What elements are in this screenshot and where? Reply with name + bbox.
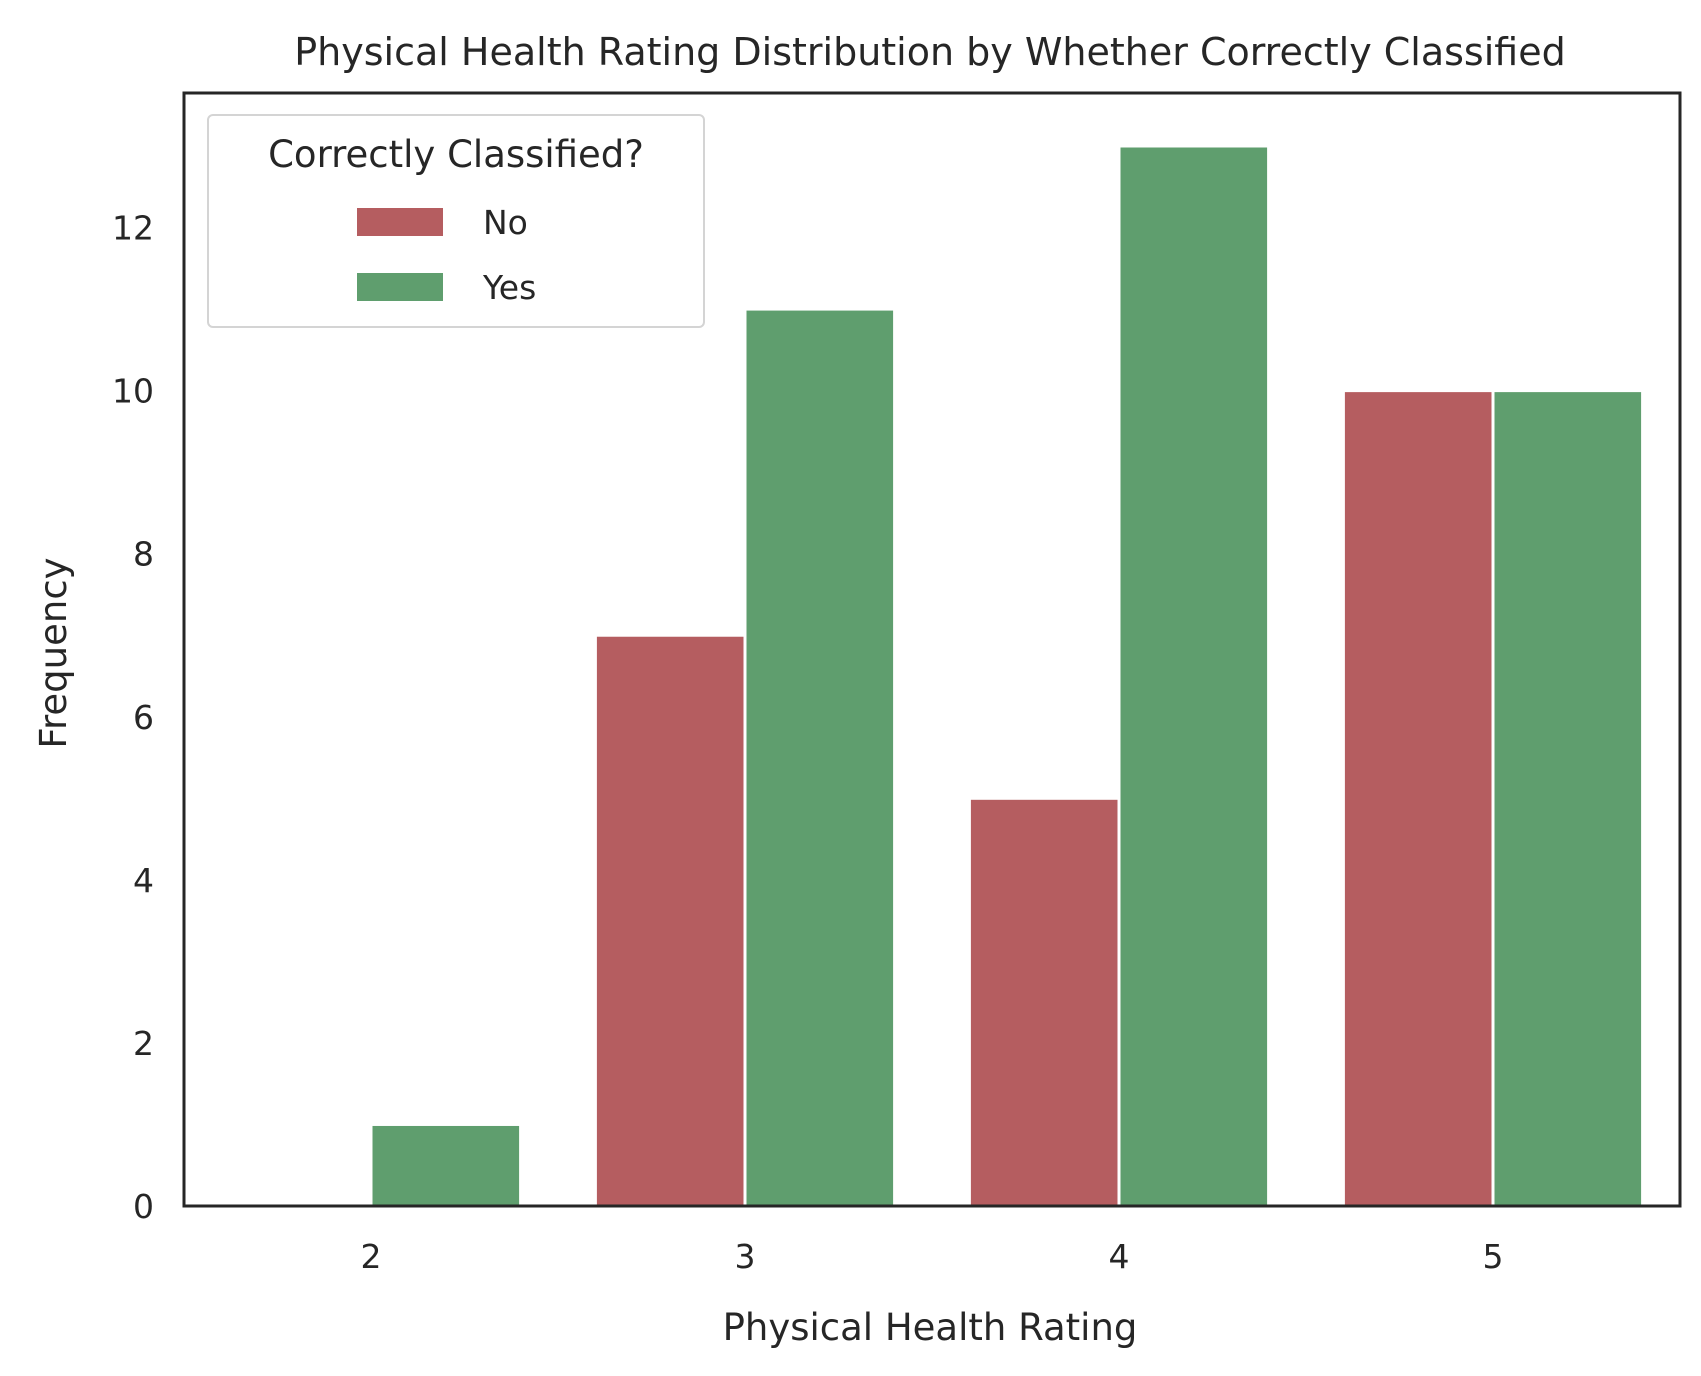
legend-label-no: No (483, 203, 528, 242)
bar-yes-3 (743, 307, 897, 1208)
legend-title: Correctly Classified? (268, 133, 644, 176)
x-tick-label: 2 (361, 1237, 382, 1276)
legend: Correctly Classified? No Yes (207, 114, 705, 328)
bar-no-4 (967, 796, 1121, 1208)
y-tick-label: 4 (133, 861, 154, 900)
bar-yes-4 (1117, 144, 1271, 1208)
y-tick-label: 10 (112, 372, 154, 411)
y-tick-label: 0 (133, 1187, 154, 1226)
bar-yes-2 (369, 1122, 523, 1208)
y-tick-label: 12 (112, 209, 154, 248)
y-tick-label: 6 (133, 698, 154, 737)
x-tick-label: 5 (1483, 1237, 1504, 1276)
chart-title: Physical Health Rating Distribution by W… (294, 30, 1565, 74)
x-axis-label: Physical Health Rating (723, 1306, 1138, 1349)
bar-yes-5 (1491, 389, 1645, 1208)
y-tick-label: 8 (133, 535, 154, 574)
y-axis-label: Frequency (32, 557, 75, 748)
bar-no-5 (1341, 389, 1495, 1208)
plot-frame-top (182, 91, 1682, 1208)
legend-swatch-no (357, 208, 443, 236)
x-axis-ticks: 2 3 4 5 (361, 1237, 1504, 1276)
legend-swatch-yes (357, 273, 443, 301)
bar-no-3 (593, 633, 747, 1208)
x-tick-label: 3 (735, 1237, 756, 1276)
legend-label-yes: Yes (482, 268, 536, 307)
bars (182, 91, 1682, 1208)
y-tick-label: 2 (133, 1024, 154, 1063)
legend-box (207, 114, 705, 328)
x-tick-label: 4 (1109, 1237, 1130, 1276)
y-axis-ticks: 0 2 4 6 8 10 12 (112, 209, 154, 1226)
